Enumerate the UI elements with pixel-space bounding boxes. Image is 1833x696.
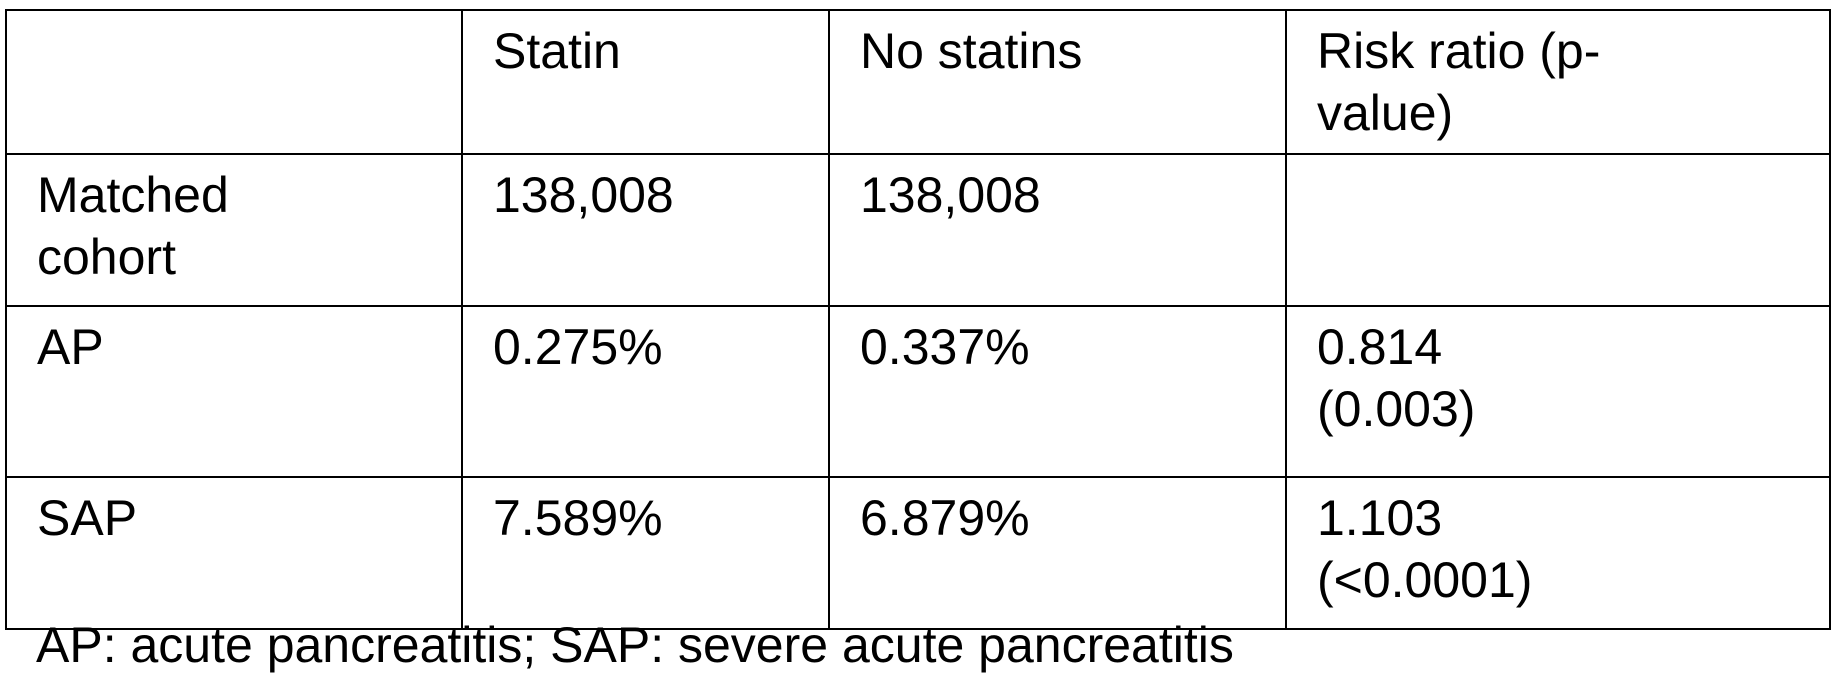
header-cell-no-statins: No statins — [828, 9, 1287, 155]
risk-ratio-value-cell: 0.814 (0.003) — [1285, 305, 1831, 478]
header-cell-risk-ratio: Risk ratio (p- value) — [1285, 9, 1831, 155]
row-label-cell: Matched cohort — [5, 153, 463, 307]
no-statins-value-cell: 138,008 — [828, 153, 1287, 307]
results-table: Statin No statins Risk ratio (p- value) … — [5, 9, 1831, 630]
no-statins-value-cell: 0.337% — [828, 305, 1287, 478]
row-label-cell: SAP — [5, 476, 463, 630]
header-row: Statin No statins Risk ratio (p- value) — [5, 9, 1831, 155]
header-cell-empty — [5, 9, 463, 155]
statin-value-cell: 7.589% — [461, 476, 830, 630]
table-row: SAP 7.589% 6.879% 1.103 (<0.0001) — [5, 476, 1831, 630]
header-cell-statin: Statin — [461, 9, 830, 155]
table-row: AP 0.275% 0.337% 0.814 (0.003) — [5, 305, 1831, 478]
table-footnote: AP: acute pancreatitis; SAP: severe acut… — [36, 617, 1234, 673]
risk-ratio-value-cell: 1.103 (<0.0001) — [1285, 476, 1831, 630]
row-label-cell: AP — [5, 305, 463, 478]
statin-value-cell: 0.275% — [461, 305, 830, 478]
table-row: Matched cohort 138,008 138,008 — [5, 153, 1831, 307]
risk-ratio-value-cell — [1285, 153, 1831, 307]
no-statins-value-cell: 6.879% — [828, 476, 1287, 630]
statin-value-cell: 138,008 — [461, 153, 830, 307]
